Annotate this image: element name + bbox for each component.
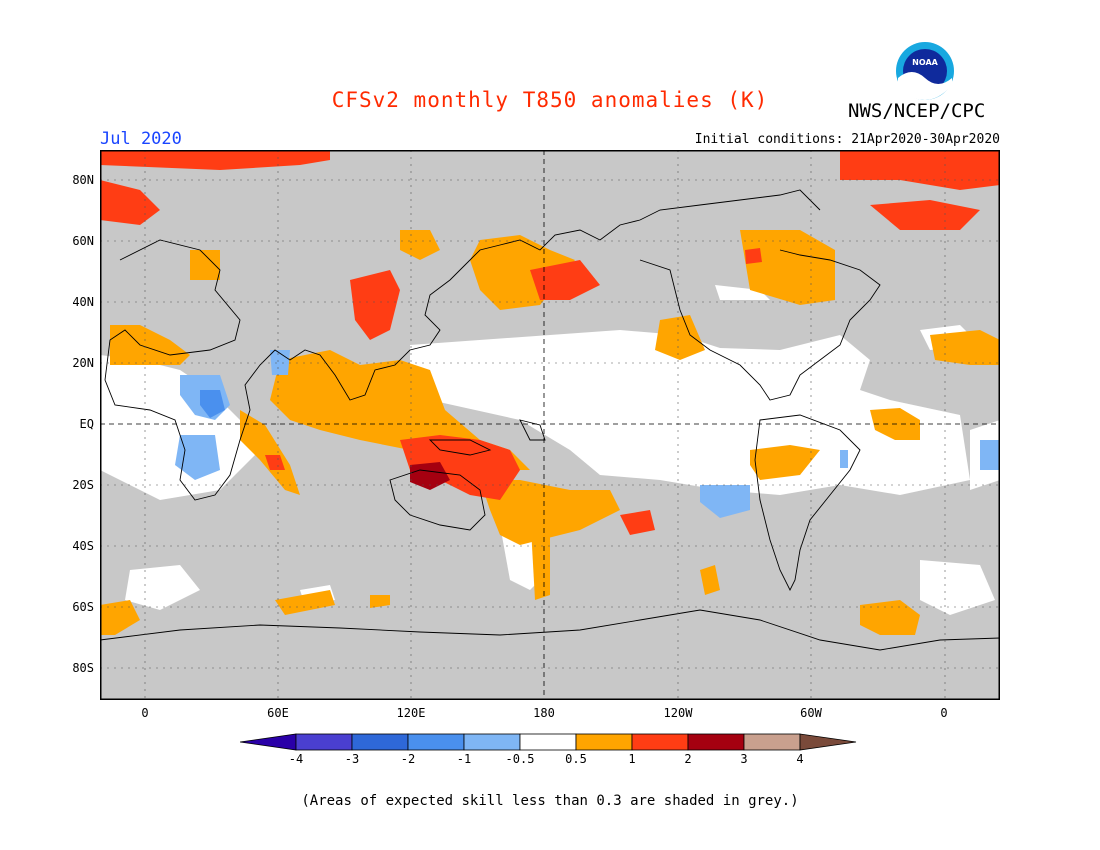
colorbar-cell [351, 733, 409, 751]
colorbar-cell [631, 733, 689, 751]
lon-label: 60E [267, 706, 289, 720]
agency-label: NWS/NCEP/CPC [848, 100, 986, 122]
lat-label: 80N [72, 173, 94, 187]
colorbar-cell [799, 733, 857, 751]
lat-label: 40N [72, 295, 94, 309]
colorbar-cell [407, 733, 465, 751]
lat-label: 80S [72, 661, 94, 675]
colorbar-cell [743, 733, 801, 751]
lat-label: EQ [79, 417, 94, 431]
map-title: CFSv2 monthly T850 anomalies (K) [331, 88, 769, 112]
forecast-month: Jul 2020 [100, 129, 182, 149]
initial-conditions: Initial conditions: 21Apr2020-30Apr2020 [694, 132, 1000, 147]
equator-dateline [100, 150, 1000, 700]
colorbar-label: 0.5 [565, 752, 587, 766]
colorbar-cell [575, 733, 633, 751]
lat-label: 20S [72, 478, 94, 492]
skill-footnote: (Areas of expected skill less than 0.3 a… [301, 793, 799, 809]
svg-text:NOAA: NOAA [912, 58, 938, 67]
coastlines [100, 189, 1000, 651]
colorbar-label: 3 [740, 752, 748, 766]
noaa-logo-icon: NOAA [896, 42, 954, 100]
lon-label: 180 [533, 706, 555, 720]
lat-label: 20N [72, 356, 94, 370]
colorbar-label: -1 [456, 752, 472, 766]
lon-label: 120W [663, 706, 693, 720]
colorbar-cell [295, 733, 353, 751]
lat-label: 40S [72, 539, 94, 553]
colorbar-label: -0.5 [505, 752, 535, 766]
colorbar-label: -4 [288, 752, 304, 766]
lon-label: 120E [396, 706, 426, 720]
colorbar-cell [240, 733, 297, 751]
colorbar [240, 733, 857, 751]
lon-label: 0 [141, 706, 149, 720]
colorbar-label: -2 [400, 752, 416, 766]
cool-anomaly-1-2 [200, 390, 225, 418]
warm-anomaly-1-2 [100, 150, 1000, 535]
colorbar-label: 2 [684, 752, 692, 766]
lon-label: 0 [940, 706, 948, 720]
colorbar-label: 1 [628, 752, 636, 766]
lat-label: 60N [72, 234, 94, 248]
anomaly-map [100, 150, 1000, 700]
colorbar-label: -3 [344, 752, 360, 766]
colorbar-cell [463, 733, 521, 751]
colorbar-cell [519, 733, 577, 751]
colorbar-cell [687, 733, 745, 751]
lat-label: 60S [72, 600, 94, 614]
lon-label: 60W [800, 706, 822, 720]
warm-anomaly-2-3 [410, 462, 450, 490]
colorbar-label: 4 [796, 752, 804, 766]
graticule [100, 150, 1000, 700]
